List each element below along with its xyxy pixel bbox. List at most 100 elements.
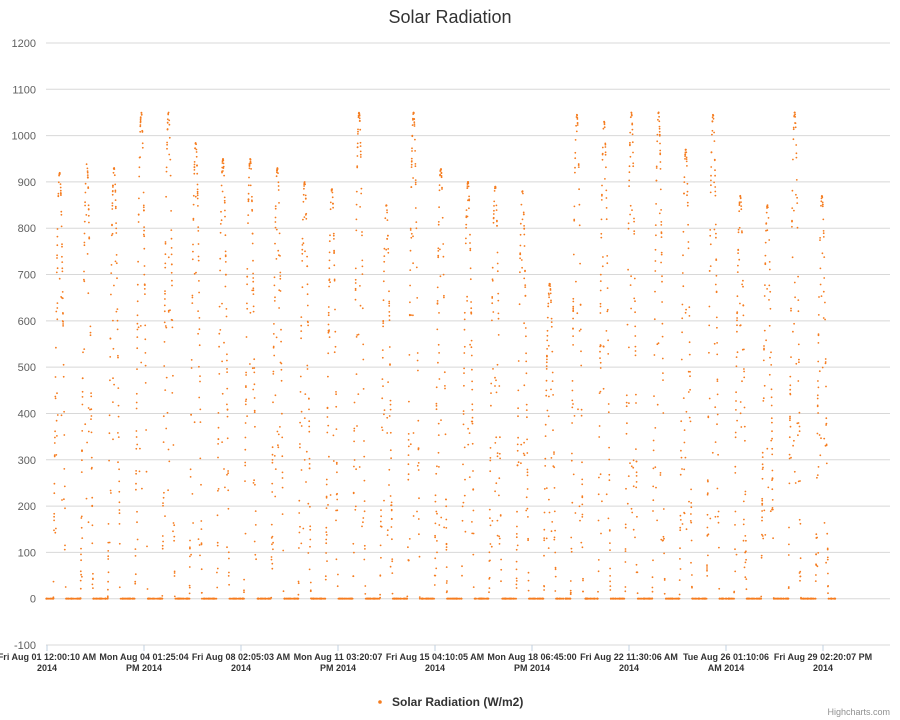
data-point	[218, 332, 221, 335]
data-point	[54, 436, 56, 439]
data-point	[136, 300, 139, 303]
data-point	[685, 156, 688, 159]
data-point	[138, 166, 141, 169]
legend-marker-icon	[378, 700, 382, 704]
data-point	[87, 204, 90, 207]
data-point	[379, 574, 382, 577]
data-point	[725, 597, 728, 600]
data-point	[735, 391, 737, 394]
data-point	[163, 321, 166, 324]
data-point	[382, 280, 385, 283]
data-point	[442, 273, 445, 276]
data-point	[277, 433, 280, 436]
data-point	[660, 251, 663, 254]
data-point	[822, 290, 825, 293]
data-point	[217, 443, 220, 445]
data-point	[445, 548, 448, 551]
data-point	[276, 430, 279, 433]
data-point	[718, 587, 721, 590]
data-point	[466, 182, 469, 185]
data-point	[274, 207, 277, 210]
data-point	[144, 324, 147, 327]
data-point	[742, 279, 744, 282]
data-point	[188, 597, 191, 600]
y-tick-label: 900	[18, 177, 36, 189]
legend[interactable]: Solar Radiation (W/m2)	[378, 695, 523, 709]
data-point	[788, 526, 790, 529]
data-point	[494, 186, 497, 188]
data-point	[363, 558, 366, 561]
data-point	[170, 271, 173, 274]
data-point	[574, 171, 576, 174]
data-point	[716, 378, 719, 381]
data-point	[468, 432, 471, 434]
data-point	[362, 343, 365, 346]
data-point	[276, 171, 278, 174]
data-point	[59, 189, 62, 192]
data-point	[679, 558, 681, 560]
data-point	[271, 459, 274, 461]
data-point	[438, 524, 441, 526]
data-point	[437, 223, 440, 226]
data-point	[280, 328, 282, 331]
data-point	[817, 334, 820, 337]
data-point	[172, 522, 175, 524]
data-point	[471, 442, 474, 445]
data-point	[60, 194, 62, 197]
data-point	[115, 222, 117, 225]
legend-label[interactable]: Solar Radiation (W/m2)	[392, 695, 523, 709]
data-point	[390, 526, 393, 528]
data-point	[572, 307, 575, 310]
data-point	[248, 162, 251, 165]
data-point	[392, 597, 394, 600]
data-point	[135, 436, 138, 438]
data-point	[264, 597, 266, 600]
data-point	[193, 272, 196, 275]
data-point	[794, 482, 797, 484]
data-point	[632, 151, 634, 154]
data-point	[438, 189, 441, 192]
data-point	[549, 289, 552, 291]
data-point	[826, 558, 829, 561]
data-point	[546, 316, 549, 319]
data-point	[107, 588, 109, 591]
data-point	[305, 217, 308, 220]
data-point	[224, 209, 226, 212]
data-point	[161, 597, 164, 600]
data-point	[606, 255, 609, 257]
data-point	[765, 339, 767, 342]
data-point	[361, 234, 363, 237]
data-point	[86, 174, 89, 177]
data-point	[224, 255, 227, 258]
data-point	[738, 202, 741, 205]
data-point	[122, 597, 125, 600]
data-point	[47, 597, 50, 600]
data-point	[628, 165, 631, 168]
data-point	[822, 236, 825, 238]
data-point	[605, 189, 608, 192]
data-point	[110, 293, 112, 296]
highcharts-credit-link[interactable]: Highcharts.com	[827, 707, 890, 717]
data-point	[356, 155, 359, 157]
data-point	[525, 409, 528, 411]
data-point	[659, 152, 662, 155]
data-point	[92, 572, 94, 575]
data-point	[199, 380, 201, 383]
data-point	[362, 388, 365, 390]
data-point	[109, 489, 112, 492]
data-point	[739, 195, 741, 198]
data-point	[164, 253, 167, 256]
data-point	[327, 504, 329, 506]
data-point	[634, 536, 636, 539]
data-point	[254, 425, 256, 428]
data-point	[427, 597, 429, 600]
data-point	[572, 473, 575, 476]
data-point	[271, 482, 274, 485]
data-point	[226, 409, 229, 411]
data-point	[444, 385, 446, 387]
data-point	[414, 183, 417, 186]
data-point	[585, 597, 588, 600]
data-point	[690, 506, 693, 509]
data-point	[738, 204, 741, 207]
data-point	[716, 342, 718, 344]
